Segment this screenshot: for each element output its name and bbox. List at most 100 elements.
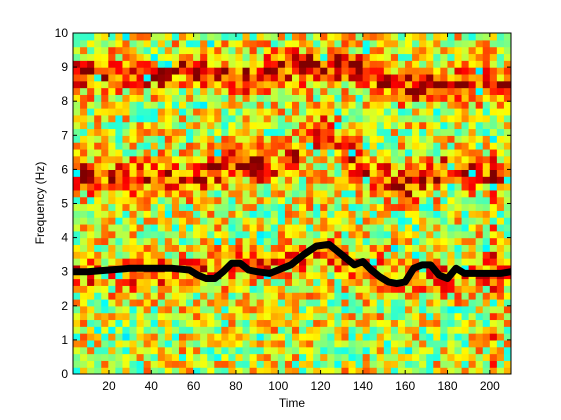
heatmap-cell: [256, 223, 265, 232]
heatmap-cell: [447, 339, 456, 348]
heatmap-cell: [369, 189, 378, 198]
heatmap-cell: [489, 333, 498, 341]
heatmap-cell: [341, 176, 350, 184]
heatmap-cell: [503, 121, 511, 130]
heatmap-cell: [122, 108, 131, 116]
heatmap-cell: [108, 73, 116, 82]
heatmap-cell: [157, 94, 166, 102]
heatmap-cell: [341, 237, 350, 246]
heatmap-cell: [193, 196, 201, 205]
heatmap-cell: [383, 264, 392, 273]
heatmap-cell: [270, 223, 279, 232]
heatmap-cell: [419, 73, 427, 82]
heatmap-cell: [136, 53, 145, 61]
heatmap-cell: [454, 121, 463, 130]
heatmap-cell: [292, 298, 300, 307]
heatmap-cell: [348, 278, 357, 286]
heatmap-cell: [73, 87, 81, 95]
heatmap-cell: [461, 53, 470, 61]
heatmap-cell: [73, 128, 81, 136]
heatmap-cell: [313, 73, 321, 82]
heatmap-cell: [129, 73, 138, 82]
heatmap-cell: [482, 67, 491, 75]
heatmap-cell: [157, 155, 166, 164]
heatmap-cell: [454, 237, 463, 246]
heatmap-cell: [242, 142, 251, 150]
heatmap-cell: [207, 367, 215, 374]
heatmap-cell: [362, 223, 371, 232]
heatmap-cell: [73, 244, 81, 252]
heatmap-cell: [263, 87, 272, 95]
heatmap-cell: [355, 196, 364, 205]
heatmap-cell: [284, 46, 293, 55]
heatmap-cell: [412, 176, 420, 184]
heatmap-cell: [447, 176, 456, 184]
heatmap-cell: [327, 148, 335, 157]
heatmap-cell: [482, 278, 491, 286]
heatmap-cell: [440, 46, 449, 55]
heatmap-cell: [334, 46, 343, 55]
heatmap-cell: [461, 60, 470, 68]
heatmap-cell: [242, 339, 251, 348]
heatmap-cell: [503, 210, 511, 218]
heatmap-cell: [270, 251, 279, 259]
heatmap-cell: [186, 67, 194, 75]
heatmap-cell: [94, 176, 102, 184]
heatmap-cell: [482, 223, 491, 232]
heatmap-cell: [419, 203, 427, 211]
heatmap-cell: [73, 169, 81, 177]
heatmap-cell: [122, 121, 131, 130]
heatmap-cell: [454, 285, 463, 293]
heatmap-cell: [426, 183, 434, 191]
heatmap-cell: [348, 176, 357, 184]
heatmap-cell: [186, 258, 194, 266]
heatmap-cell: [397, 285, 406, 293]
heatmap-cell: [122, 251, 131, 259]
heatmap-cell: [412, 46, 420, 55]
heatmap-cell: [503, 162, 511, 170]
heatmap-cell: [348, 353, 357, 361]
heatmap-cell: [334, 94, 343, 102]
heatmap-cell: [235, 80, 244, 89]
heatmap-cell: [171, 203, 180, 211]
heatmap-cell: [143, 176, 152, 184]
heatmap-cell: [376, 162, 385, 170]
heatmap-cell: [80, 114, 88, 123]
heatmap-cell: [475, 142, 484, 150]
heatmap-cell: [447, 39, 456, 48]
heatmap-cell: [242, 333, 251, 341]
heatmap-cell: [214, 148, 222, 157]
heatmap-cell: [369, 73, 378, 82]
heatmap-cell: [270, 135, 279, 143]
heatmap-cell: [221, 258, 230, 266]
heatmap-cell: [228, 121, 237, 130]
heatmap-cell: [115, 237, 124, 246]
heatmap-cell: [489, 46, 498, 55]
heatmap-cell: [433, 210, 441, 218]
heatmap-cell: [256, 251, 265, 259]
heatmap-cell: [193, 319, 201, 327]
heatmap-cell: [468, 94, 477, 102]
heatmap-cell: [101, 230, 109, 239]
heatmap-cell: [383, 101, 392, 109]
heatmap-cell: [362, 60, 371, 68]
heatmap-cell: [270, 46, 279, 55]
heatmap-cell: [320, 319, 328, 327]
heatmap-cell: [249, 60, 258, 68]
heatmap-cell: [355, 60, 364, 68]
heatmap-cell: [270, 128, 279, 136]
heatmap-cell: [235, 121, 244, 130]
heatmap-cell: [207, 73, 215, 82]
heatmap-cell: [193, 258, 201, 266]
heatmap-cell: [207, 298, 215, 307]
heatmap-cell: [341, 46, 350, 55]
heatmap-cell: [242, 319, 251, 327]
heatmap-cell: [228, 237, 237, 246]
heatmap-cell: [164, 108, 173, 116]
heatmap-cell: [433, 244, 441, 252]
heatmap-cell: [87, 217, 95, 225]
heatmap-cell: [475, 101, 484, 109]
heatmap-cell: [221, 80, 230, 89]
y-tick-label: 4: [61, 231, 68, 245]
heatmap-cell: [101, 189, 109, 198]
